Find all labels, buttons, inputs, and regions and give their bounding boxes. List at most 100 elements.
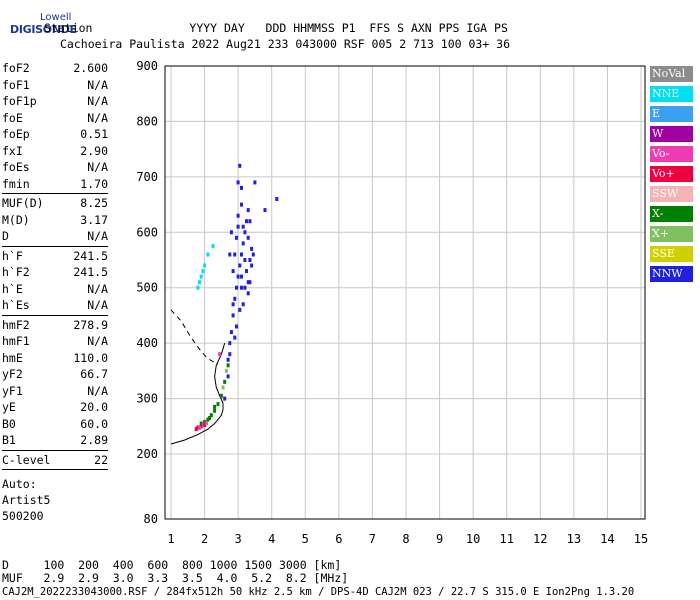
param-name: h`E bbox=[2, 281, 23, 296]
echo-point bbox=[211, 244, 215, 249]
echo-point bbox=[241, 224, 245, 229]
x-tick-label: 13 bbox=[567, 532, 581, 546]
echo-point bbox=[238, 263, 242, 268]
divider bbox=[2, 245, 108, 247]
param-row: D N/A bbox=[2, 228, 108, 245]
divider bbox=[2, 469, 108, 470]
param-value: N/A bbox=[87, 160, 108, 175]
param-group-profile: hmF2 278.9 hmF1 N/A hmE 110.0 yF2 66.7 yF1 N/A yE 2… bbox=[2, 317, 108, 449]
param-group-clevel: C-level 22 bbox=[2, 452, 108, 469]
height-profile bbox=[170, 309, 226, 445]
param-name: B0 bbox=[2, 416, 16, 431]
echo-point bbox=[198, 280, 201, 285]
echo-point bbox=[233, 252, 237, 257]
echo-point bbox=[235, 285, 238, 290]
y-tick-label: 700 bbox=[136, 170, 158, 184]
param-name: hmF2 bbox=[2, 317, 30, 332]
x-tick-label: 2 bbox=[201, 532, 208, 546]
echo-point bbox=[236, 274, 240, 279]
param-value: 66.7 bbox=[80, 367, 108, 382]
x-tick-label: 11 bbox=[499, 532, 513, 546]
echo-point bbox=[206, 252, 210, 257]
echo-point bbox=[213, 408, 217, 413]
legend-item: E bbox=[650, 106, 693, 122]
param-value: N/A bbox=[87, 281, 108, 296]
echo-point bbox=[201, 269, 205, 274]
param-value: N/A bbox=[87, 94, 108, 109]
echo-point bbox=[233, 335, 237, 340]
divider bbox=[2, 193, 108, 194]
echo-point bbox=[204, 421, 208, 425]
y-tick-label: 200 bbox=[136, 447, 158, 461]
header-line1: Station YYYY DAY DDD HHMMSS P1 FFS S AXN… bbox=[44, 21, 508, 35]
echo-point bbox=[235, 235, 238, 240]
param-name: D bbox=[2, 229, 9, 244]
echo-point bbox=[203, 423, 207, 428]
param-group-critical-freqs: foF2 2.600 foF1 N/A foF1p N/A foE N/A foEp 0.51 fx… bbox=[2, 60, 108, 192]
logo-line1: Lowell bbox=[40, 12, 72, 23]
auto-artist: Artist5 bbox=[2, 493, 51, 507]
echo-point bbox=[246, 235, 250, 240]
x-tick-label: 1 bbox=[167, 532, 174, 546]
y-tick-label: 800 bbox=[136, 114, 158, 128]
param-name: hmF1 bbox=[2, 334, 30, 349]
echo-point bbox=[250, 246, 254, 251]
param-name: fxI bbox=[2, 143, 23, 158]
echo-traces bbox=[194, 163, 279, 432]
logo-line2: DIGISONDE bbox=[10, 23, 77, 36]
param-row: fxI 2.90 bbox=[2, 143, 108, 160]
echo-point bbox=[206, 417, 210, 422]
echo-point bbox=[224, 368, 228, 373]
echo-point bbox=[250, 263, 254, 268]
legend-item: NNW bbox=[650, 266, 693, 282]
param-row: h`F 241.5 bbox=[2, 248, 108, 265]
echo-point bbox=[196, 425, 200, 430]
distance-row: D 100 200 400 600 800 1000 1500 3000 [km… bbox=[2, 558, 342, 572]
echo-point bbox=[226, 374, 230, 379]
y-tick-label: 80 bbox=[144, 512, 158, 526]
echo-point bbox=[213, 404, 217, 409]
y-tick-label: 600 bbox=[136, 225, 158, 239]
legend-item: SSE bbox=[650, 246, 693, 262]
param-name: yE bbox=[2, 400, 16, 415]
echo-point bbox=[231, 302, 235, 307]
echo-point bbox=[236, 224, 240, 229]
param-value: 2.600 bbox=[73, 61, 108, 76]
echo-point bbox=[235, 324, 238, 329]
header-line2: Cachoeira Paulista 2022 Aug21 233 043000… bbox=[60, 37, 511, 51]
echo-point bbox=[240, 185, 243, 190]
param-name: fmin bbox=[2, 176, 30, 191]
echo-point bbox=[245, 269, 248, 274]
echo-point bbox=[248, 258, 252, 262]
param-row: foF1 N/A bbox=[2, 77, 108, 94]
echo-point bbox=[229, 230, 233, 235]
echo-point bbox=[196, 285, 200, 290]
echo-point bbox=[223, 379, 227, 384]
x-tick-label: 9 bbox=[436, 532, 443, 546]
echo-point bbox=[238, 307, 242, 312]
echo-point bbox=[246, 291, 250, 296]
param-group-virtual-heights: h`F 241.5 h`F2 241.5 h`E N/A h`Es N/A bbox=[2, 248, 108, 314]
legend-item: Vo- bbox=[650, 146, 693, 162]
echo-point bbox=[221, 385, 225, 390]
param-name: foE bbox=[2, 110, 23, 125]
param-value: 2.89 bbox=[80, 433, 108, 448]
plot-frame bbox=[164, 65, 646, 520]
echo-point bbox=[243, 230, 247, 235]
x-tick-label: 12 bbox=[533, 532, 547, 546]
param-row: h`E N/A bbox=[2, 281, 108, 298]
param-row: foF1p N/A bbox=[2, 93, 108, 110]
profile-solid-line bbox=[170, 342, 226, 445]
muf-row: MUF 2.9 2.9 3.0 3.3 3.5 4.0 5.2 8.2 [MHz… bbox=[2, 571, 349, 585]
param-row: yF2 66.7 bbox=[2, 366, 108, 383]
param-name: MUF(D) bbox=[2, 196, 44, 211]
echo-point bbox=[245, 219, 248, 224]
legend: NoVal NNE E W Vo- Vo+ SSW X- X+ SSE NNW bbox=[650, 66, 693, 286]
echo-point bbox=[199, 274, 203, 279]
param-row: C-level 22 bbox=[2, 452, 108, 469]
echo-point bbox=[223, 396, 227, 401]
auto-version: 500200 bbox=[2, 509, 44, 523]
param-value: N/A bbox=[87, 110, 108, 125]
axes: 1 2 3 4 5 6 7 8 9 10 11 12 13 14 158020030040050060070… bbox=[136, 59, 648, 546]
param-value: 3.17 bbox=[80, 212, 108, 227]
